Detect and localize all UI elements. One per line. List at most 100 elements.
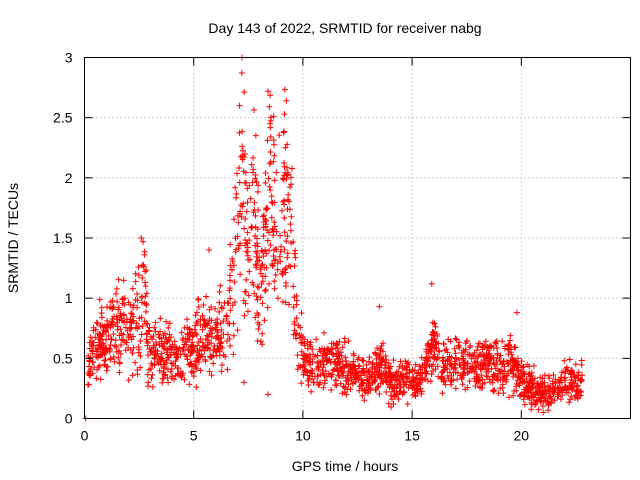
data-point — [227, 307, 234, 314]
data-point — [222, 353, 229, 360]
data-point — [202, 356, 209, 363]
data-point — [301, 340, 308, 347]
data-point — [516, 393, 523, 400]
data-point — [293, 315, 300, 322]
data-point — [427, 378, 434, 385]
data-point — [492, 340, 499, 347]
data-point — [216, 340, 223, 347]
data-point — [142, 283, 149, 290]
data-point — [379, 340, 386, 347]
data-point — [100, 348, 107, 355]
data-point — [227, 342, 234, 349]
data-point — [414, 375, 421, 382]
data-point — [531, 375, 538, 382]
data-point — [412, 361, 419, 368]
data-point — [356, 375, 363, 382]
data-point — [110, 354, 117, 361]
data-point — [308, 370, 315, 377]
data-point — [262, 287, 269, 294]
data-point — [388, 377, 395, 384]
data-point — [229, 302, 236, 309]
data-point — [558, 369, 565, 376]
data-point — [140, 238, 147, 245]
data-point — [430, 328, 437, 335]
data-point — [240, 379, 247, 386]
data-point — [267, 117, 274, 124]
data-point — [271, 152, 278, 159]
data-point — [144, 352, 151, 359]
data-point — [518, 372, 525, 379]
data-point — [316, 381, 323, 388]
data-point — [428, 280, 435, 287]
data-point — [409, 384, 416, 391]
data-point — [157, 315, 164, 322]
data-point — [281, 163, 288, 170]
data-point — [249, 279, 256, 286]
data-point — [460, 372, 467, 379]
data-point — [452, 335, 459, 342]
data-point — [380, 371, 387, 378]
data-point — [117, 326, 124, 333]
data-point — [395, 395, 402, 402]
data-point — [440, 378, 447, 385]
data-point — [121, 301, 128, 308]
data-point — [264, 137, 271, 144]
data-point — [143, 267, 150, 274]
data-point — [121, 311, 128, 318]
data-point — [208, 372, 215, 379]
data-point — [271, 177, 278, 184]
data-point — [569, 386, 576, 393]
data-point — [106, 347, 113, 354]
data-point — [495, 390, 502, 397]
data-point — [381, 365, 388, 372]
data-point — [363, 361, 370, 368]
data-point — [565, 389, 572, 396]
data-point — [416, 381, 423, 388]
data-point — [296, 334, 303, 341]
data-point — [257, 266, 264, 273]
data-point — [254, 188, 261, 195]
data-point — [435, 340, 442, 347]
data-point — [254, 240, 261, 247]
data-point — [208, 340, 215, 347]
data-point — [374, 345, 381, 352]
data-point — [419, 370, 426, 377]
data-point — [203, 293, 210, 300]
data-point — [107, 356, 114, 363]
data-point — [510, 392, 517, 399]
data-point — [253, 178, 260, 185]
data-point — [172, 372, 179, 379]
data-point — [387, 392, 394, 399]
data-point — [132, 278, 139, 285]
data-point — [94, 348, 101, 355]
data-point — [300, 361, 307, 368]
data-point — [267, 187, 274, 194]
data-point — [271, 285, 278, 292]
data-point — [574, 392, 581, 399]
data-point — [241, 151, 248, 158]
data-point — [144, 320, 151, 327]
data-point — [94, 366, 101, 373]
data-point — [129, 350, 136, 357]
data-point — [194, 342, 201, 349]
data-point — [389, 396, 396, 403]
data-point — [405, 384, 412, 391]
data-point — [445, 375, 452, 382]
data-point — [422, 374, 429, 381]
data-point — [439, 390, 446, 397]
data-point — [164, 366, 171, 373]
data-point — [352, 365, 359, 372]
data-point — [136, 315, 143, 322]
data-point — [276, 132, 283, 139]
data-point — [335, 348, 342, 355]
data-point — [184, 330, 191, 337]
data-point — [319, 367, 326, 374]
data-point — [130, 313, 137, 320]
data-point — [351, 374, 358, 381]
data-point — [156, 334, 163, 341]
data-point — [490, 354, 497, 361]
data-point — [530, 362, 537, 369]
data-point — [281, 246, 288, 253]
data-point — [476, 377, 483, 384]
data-point — [217, 282, 224, 289]
